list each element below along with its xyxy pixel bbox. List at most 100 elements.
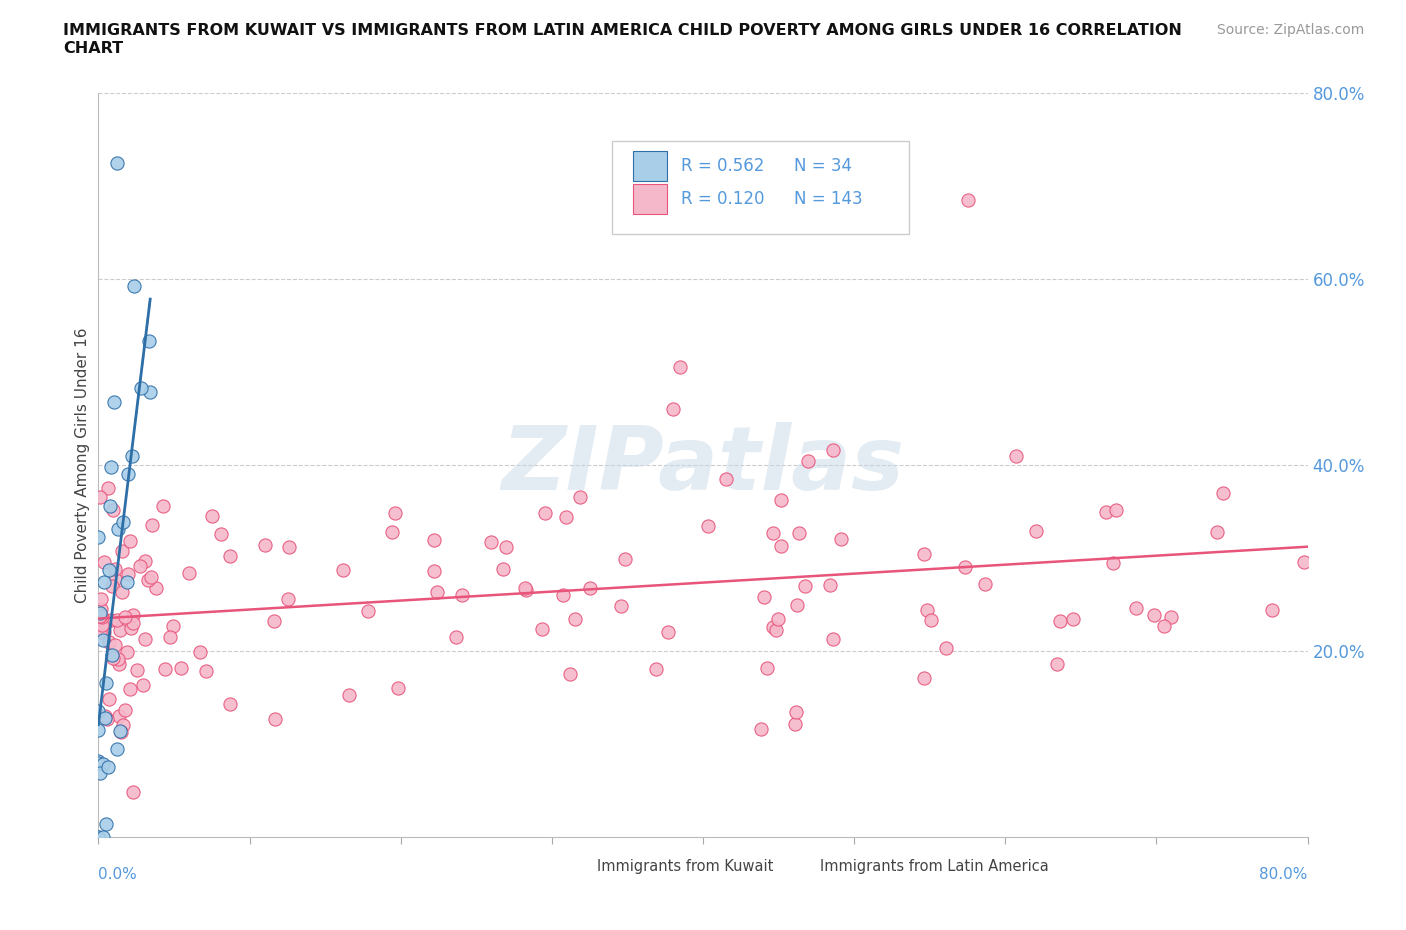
Point [218, 549, 240, 564]
Point [110, 724, 132, 739]
Point [201, 509, 224, 524]
Point [920, 612, 942, 627]
Point [97, 563, 120, 578]
Point [98, 498, 121, 513]
Point [104, 572, 127, 587]
Point [152, 498, 174, 513]
Point [1025, 524, 1047, 538]
Point [122, 616, 145, 631]
Text: 0.0%: 0.0% [98, 867, 138, 882]
Point [115, 645, 138, 660]
Point [162, 618, 184, 633]
Point [332, 563, 354, 578]
Point [384, 506, 406, 521]
Point [111, 514, 134, 529]
Point [1049, 614, 1071, 629]
Point [579, 581, 602, 596]
Text: Source: ZipAtlas.com: Source: ZipAtlas.com [1216, 23, 1364, 37]
Point [495, 540, 517, 555]
Point [138, 333, 160, 348]
Point [823, 443, 845, 458]
Point [141, 518, 163, 533]
Point [219, 698, 242, 712]
Point [122, 278, 145, 293]
Point [669, 360, 692, 375]
Text: N = 34: N = 34 [794, 157, 852, 175]
FancyBboxPatch shape [613, 141, 908, 234]
Point [423, 533, 446, 548]
Point [534, 505, 557, 520]
Point [789, 525, 811, 540]
Point [136, 573, 159, 588]
Point [100, 612, 122, 627]
Point [915, 603, 938, 618]
Point [93, 711, 115, 725]
Point [103, 637, 125, 652]
Point [830, 532, 852, 547]
Point [89, 605, 111, 620]
Point [129, 381, 152, 396]
Point [134, 632, 156, 647]
Point [101, 650, 124, 665]
Point [381, 525, 404, 539]
Bar [782, 856, 808, 878]
Point [97, 759, 120, 774]
Point [1160, 609, 1182, 624]
Point [93, 625, 115, 640]
Point [89, 765, 111, 780]
Point [823, 631, 845, 646]
Point [749, 722, 772, 737]
Point [797, 453, 820, 468]
Text: IMMIGRANTS FROM KUWAIT VS IMMIGRANTS FROM LATIN AMERICA CHILD POVERTY AMONG GIRL: IMMIGRANTS FROM KUWAIT VS IMMIGRANTS FRO… [63, 23, 1182, 56]
Point [122, 784, 145, 799]
Point [87, 529, 110, 544]
Point [114, 703, 136, 718]
Text: R = 0.120: R = 0.120 [682, 190, 765, 207]
Point [91, 609, 114, 624]
Point [91, 618, 114, 632]
Point [87, 704, 110, 719]
Point [104, 562, 127, 577]
Point [752, 590, 775, 604]
Point [515, 583, 537, 598]
Point [513, 580, 536, 595]
Point [387, 680, 409, 695]
Point [568, 489, 591, 504]
Point [1212, 485, 1234, 500]
Point [87, 756, 110, 771]
Point [111, 543, 134, 558]
Text: N = 143: N = 143 [794, 190, 862, 207]
Point [1292, 554, 1315, 569]
Point [94, 709, 117, 724]
Point [117, 575, 139, 590]
Point [1143, 608, 1166, 623]
Point [118, 681, 141, 696]
Point [1261, 603, 1284, 618]
Point [87, 830, 110, 844]
Point [114, 610, 136, 625]
Point [105, 741, 128, 756]
Point [127, 662, 149, 677]
Point [87, 723, 110, 737]
Point [91, 830, 114, 844]
Point [117, 566, 139, 581]
Point [105, 155, 128, 170]
Point [973, 577, 995, 591]
Point [555, 510, 578, 525]
Point [564, 612, 586, 627]
Point [1004, 449, 1026, 464]
Point [912, 546, 935, 561]
Point [770, 538, 793, 553]
Point [94, 616, 117, 631]
Point [479, 535, 502, 550]
Point [530, 621, 553, 636]
Point [783, 716, 806, 731]
Y-axis label: Child Poverty Among Girls Under 16: Child Poverty Among Girls Under 16 [75, 327, 90, 603]
Point [97, 481, 120, 496]
Point [1125, 601, 1147, 616]
Point [277, 591, 299, 606]
Point [155, 661, 177, 676]
Point [101, 502, 124, 517]
Point [98, 692, 121, 707]
Point [614, 551, 637, 566]
